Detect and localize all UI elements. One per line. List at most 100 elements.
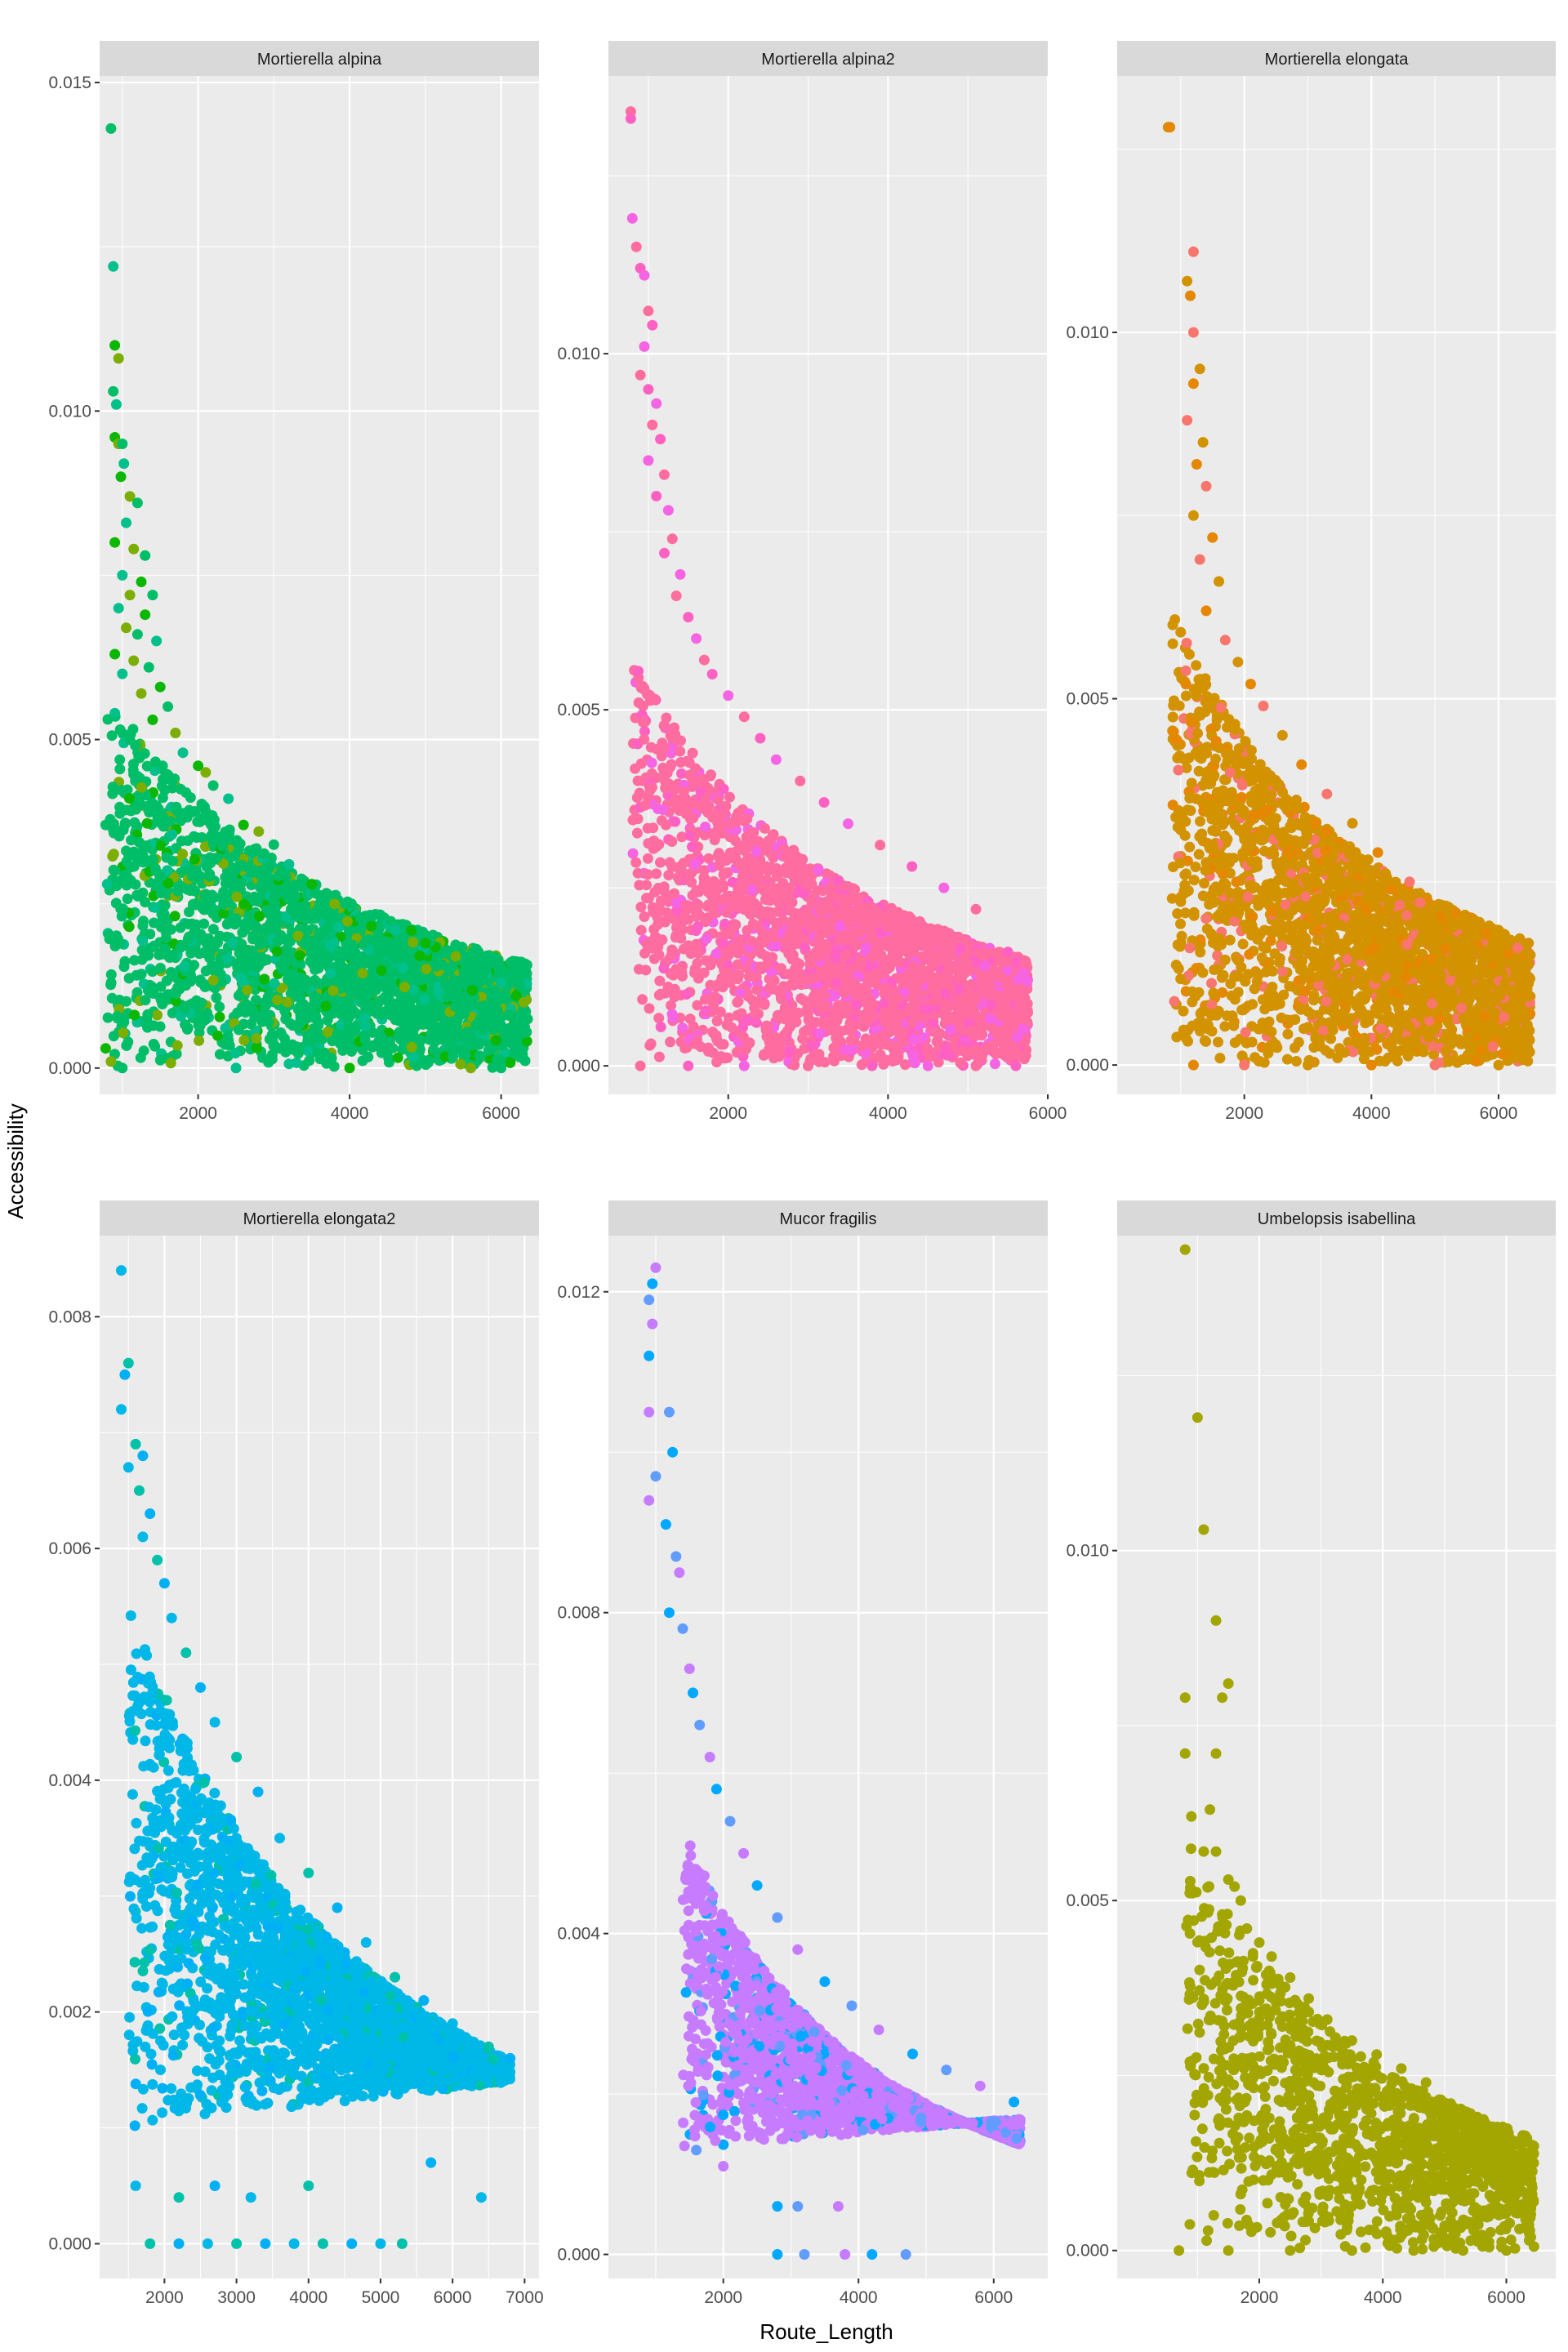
scatter-point [830, 953, 841, 964]
scatter-point [357, 968, 368, 979]
scatter-point [299, 982, 310, 993]
scatter-point [268, 839, 279, 850]
scatter-point [415, 1016, 426, 1027]
scatter-point [406, 1041, 417, 1053]
scatter-point [685, 948, 697, 960]
scatter-point [359, 1034, 371, 1045]
scatter-point [186, 807, 198, 817]
scatter-point [295, 1013, 306, 1024]
scatter-point [414, 1044, 425, 1055]
scatter-point [121, 880, 132, 891]
scatter-point [630, 763, 641, 774]
scatter-point [844, 929, 856, 940]
scatter-point [194, 1035, 205, 1046]
scatter-point [348, 1005, 359, 1016]
scatter-point [359, 1021, 371, 1031]
scatter-point [639, 733, 650, 745]
scatter-point [171, 988, 182, 1000]
scatter-point [272, 936, 283, 947]
scatter-points [100, 122, 533, 1074]
scatter-point [254, 939, 265, 951]
scatter-point [310, 942, 322, 954]
scatter-point [738, 904, 750, 915]
scatter-point [510, 990, 522, 1001]
scatter-point [736, 936, 747, 947]
scatter-point [109, 537, 121, 548]
scatter-point [154, 1054, 166, 1066]
scatter-point [398, 963, 409, 974]
scatter-point [143, 950, 154, 961]
scatter-point [398, 1001, 409, 1013]
scatter-point [356, 951, 368, 962]
scatter-point [313, 1017, 324, 1028]
scatter-point [169, 911, 180, 922]
scatter-point [163, 878, 174, 889]
scatter-point [915, 976, 926, 987]
scatter-point [646, 768, 657, 779]
scatter-point [387, 951, 399, 962]
scatter-point [258, 1012, 270, 1023]
scatter-point [982, 947, 993, 959]
scatter-point [210, 936, 221, 947]
scatter-point [136, 577, 147, 587]
scatter-point [676, 966, 688, 978]
scatter-point [427, 1013, 439, 1024]
scatter-point [189, 853, 200, 865]
scatter-point [100, 1043, 111, 1054]
scatter-point [109, 648, 121, 660]
scatter-point [207, 780, 219, 791]
scatter-point [214, 1011, 225, 1022]
scatter-point [518, 996, 529, 1008]
scatter-point [425, 974, 435, 986]
scatter-point [302, 924, 314, 936]
scatter-point [137, 935, 149, 947]
scatter-point [200, 767, 212, 778]
scatter-point [478, 974, 489, 986]
scatter-point [172, 885, 184, 897]
scatter-point [204, 868, 216, 880]
scatter-point [283, 938, 294, 949]
scatter-point [170, 996, 181, 1007]
scatter-point [337, 1045, 349, 1056]
scatter-point [1022, 1004, 1033, 1016]
scatter-point [262, 907, 274, 919]
scatter-point [455, 1058, 466, 1070]
scatter-point [233, 1024, 244, 1036]
scatter-point [222, 1031, 234, 1041]
scatter-point [143, 662, 154, 673]
scatter-point [437, 959, 448, 970]
scatter-point [483, 1045, 494, 1056]
scatter-point [740, 845, 751, 857]
scatter-point [461, 1027, 473, 1037]
scatter-point [128, 768, 140, 780]
scatter-point [407, 1009, 418, 1020]
scatter-point [172, 805, 183, 817]
x-tick-label: 6000 [482, 1104, 520, 1123]
scatter-point [377, 993, 389, 1004]
scatter-point [701, 933, 712, 944]
scatter-point [487, 1062, 498, 1073]
scatter-point [933, 1036, 944, 1048]
scatter-point [911, 985, 922, 996]
scatter-point [209, 892, 220, 903]
scatter-point [384, 937, 395, 948]
scatter-point [662, 896, 674, 907]
scatter-point [750, 871, 761, 882]
scatter-point [630, 857, 642, 868]
scatter-point [882, 964, 893, 975]
scatter-point [186, 871, 198, 882]
scatter-point [100, 819, 111, 831]
scatter-point [129, 955, 140, 966]
scatter-point [238, 898, 250, 910]
scatter-point [170, 728, 181, 738]
scatter-point [295, 991, 306, 1002]
scatter-point [274, 1043, 286, 1054]
scatter-point [128, 655, 140, 666]
scatter-point [746, 936, 758, 947]
scatter-point [732, 959, 743, 970]
scatter-point [153, 803, 164, 814]
scatter-point [466, 1062, 476, 1074]
scatter-point [290, 958, 301, 969]
scatter-point [154, 681, 166, 693]
